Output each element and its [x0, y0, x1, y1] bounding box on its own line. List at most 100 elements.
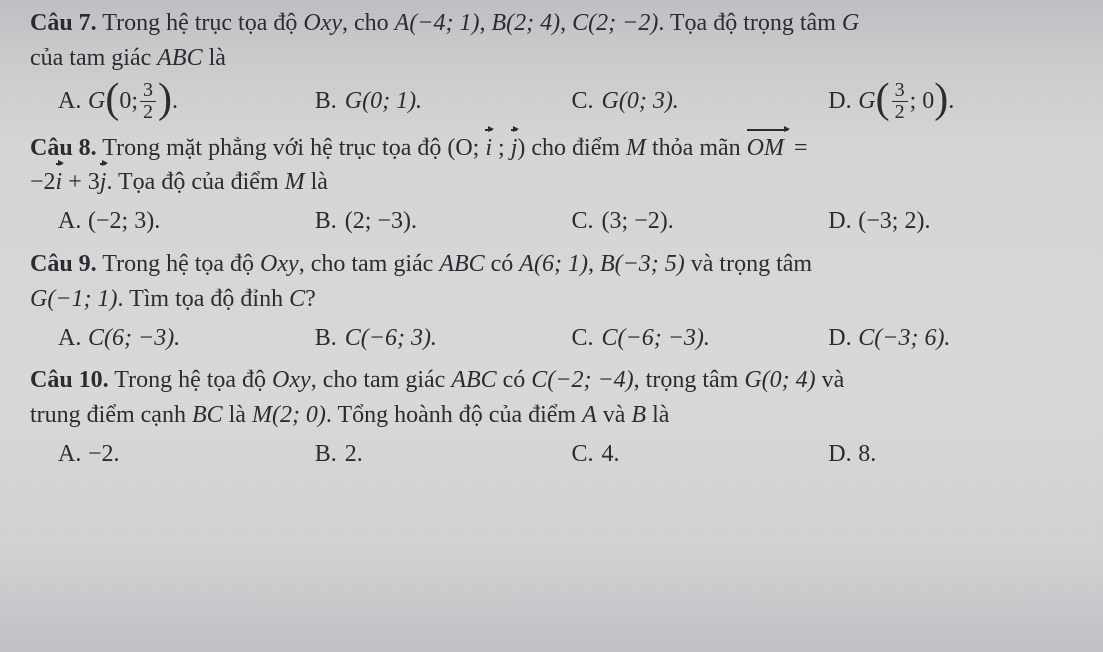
q7-d-G: G — [858, 84, 875, 119]
q9-a-label: A. — [58, 321, 88, 356]
q7-a-label: A. — [58, 84, 88, 119]
q10-c-text: 4. — [602, 437, 620, 472]
q7-a-inner: 0; — [119, 84, 138, 119]
q9-B: B(−3; 5) — [600, 251, 685, 277]
q7-c-text: G(0; 3). — [602, 84, 679, 119]
q8-opt-a[interactable]: A.(−2; 3). — [58, 204, 303, 239]
q8-c-label: C. — [572, 204, 602, 239]
q10-la2: là — [646, 402, 669, 428]
question-8-stem: Câu 8. Trong mặt phẳng với hệ trục tọa đ… — [30, 131, 1073, 201]
q10-Bv: B — [631, 402, 646, 428]
q7-t4: của tam giác — [30, 45, 157, 71]
q8-pre: Trong mặt phẳng với hệ trục tọa độ — [102, 135, 447, 161]
q9-A: A(6; 1) — [519, 251, 588, 277]
q7-opt-b[interactable]: B.G(0; 1). — [315, 84, 560, 119]
q7-opt-d[interactable]: D. G (32; 0). — [828, 80, 1073, 123]
q10-a-label: A. — [58, 437, 88, 472]
q8-b-label: B. — [315, 204, 345, 239]
q7-d-frac: 32 — [892, 80, 908, 123]
q7-d-paren: (32; 0) — [876, 80, 949, 123]
q10-va: và — [816, 367, 845, 393]
q10-m3: , trọng tâm — [634, 367, 745, 393]
q7-opt-a[interactable]: A. G (0; 32). — [58, 80, 303, 123]
q8-M: M — [626, 135, 646, 161]
q7-B: B(2; 4) — [492, 10, 561, 36]
q9-oxy: Oxy — [260, 251, 299, 277]
q7-ABC: ABC — [157, 45, 202, 71]
worksheet-page: Câu 7. Trong hệ trục tọa độ Oxy, cho A(−… — [0, 0, 1103, 652]
q10-opt-a[interactable]: A.−2. — [58, 437, 303, 472]
question-9-number: Câu 9. — [30, 251, 97, 277]
q9-G: G(−1; 1) — [30, 286, 118, 312]
q10-pre: Trong hệ tọa độ — [114, 367, 272, 393]
q7-b-label: B. — [315, 84, 345, 119]
q9-b-text: C(−6; 3). — [345, 321, 437, 356]
q8-tail: . Tọa độ của điểm — [106, 169, 284, 195]
q9-b-label: B. — [315, 321, 345, 356]
q10-va2: và — [597, 402, 632, 428]
q7-a-G: G — [88, 84, 105, 119]
question-10-options: A.−2. B.2. C.4. D.8. — [58, 437, 1073, 472]
q8-c-text: (3; −2). — [602, 204, 674, 239]
question-9: Câu 9. Trong hệ tọa độ Oxy, cho tam giác… — [30, 247, 1073, 355]
q10-tail: . Tổng hoành độ của điểm — [326, 402, 582, 428]
q8-j-vec: j — [511, 131, 518, 166]
q8-opt-b[interactable]: B.(2; −3). — [315, 204, 560, 239]
q8-thoa: thỏa mãn — [646, 135, 747, 161]
q10-opt-b[interactable]: B.2. — [315, 437, 560, 472]
q10-opt-d[interactable]: D.8. — [828, 437, 1073, 472]
q9-C: C — [289, 286, 305, 312]
q8-opt-d[interactable]: D.(−3; 2). — [828, 204, 1073, 239]
q7-a-frac: 32 — [140, 80, 156, 123]
q8-expr-a: −2 — [30, 169, 56, 195]
q7-opt-c[interactable]: C.G(0; 3). — [572, 84, 817, 119]
q8-a-text: (−2; 3). — [88, 204, 160, 239]
question-7-stem: Câu 7. Trong hệ trục tọa độ Oxy, cho A(−… — [30, 6, 1073, 76]
q8-opt-c[interactable]: C.(3; −2). — [572, 204, 817, 239]
question-10-number: Câu 10. — [30, 367, 109, 393]
q7-c-label: C. — [572, 84, 602, 119]
q9-opt-a[interactable]: A.C(6; −3). — [58, 321, 303, 356]
q10-opt-c[interactable]: C.4. — [572, 437, 817, 472]
q8-d-label: D. — [828, 204, 858, 239]
q8-close: ) — [517, 135, 531, 161]
question-7-number: Câu 7. — [30, 10, 97, 36]
q10-Av: A — [582, 402, 597, 428]
q8-plus: + 3 — [62, 169, 100, 195]
question-8: Câu 8. Trong mặt phẳng với hệ trục tọa đ… — [30, 131, 1073, 239]
q7-a-den: 2 — [140, 101, 156, 123]
q9-opt-c[interactable]: C.C(−6; −3). — [572, 321, 817, 356]
q8-iv: i — [56, 165, 63, 200]
question-10-stem: Câu 10. Trong hệ tọa độ Oxy, cho tam giá… — [30, 363, 1073, 433]
question-9-options: A.C(6; −3). B.C(−6; 3). C.C(−6; −3). D.C… — [58, 321, 1073, 356]
q9-m1: , cho tam giác — [299, 251, 440, 277]
q9-d-label: D. — [828, 321, 858, 356]
q7-b-text: G(0; 1). — [345, 84, 422, 119]
q10-l2a: trung điểm cạnh — [30, 402, 192, 428]
q9-d-text: C(−3; 6). — [858, 321, 950, 356]
q10-b-text: 2. — [345, 437, 363, 472]
q9-opt-d[interactable]: D.C(−3; 6). — [828, 321, 1073, 356]
q7-t3: . Tọa độ trọng tâm — [658, 10, 842, 36]
q8-open: (O; — [447, 135, 485, 161]
q7-G: G — [842, 10, 859, 36]
q10-m2: có — [497, 367, 532, 393]
q7-d-inner: ; 0 — [910, 84, 935, 119]
q7-d-den: 2 — [892, 101, 908, 123]
q9-va: và trọng tâm — [685, 251, 812, 277]
q8-i-vec: i — [485, 131, 492, 166]
q9-pre: Trong hệ tọa độ — [102, 251, 260, 277]
q9-a-text: C(6; −3). — [88, 321, 180, 356]
q7-C: C(2; −2) — [572, 10, 658, 36]
q10-C: C(−2; −4) — [531, 367, 633, 393]
q9-opt-b[interactable]: B.C(−6; 3). — [315, 321, 560, 356]
q9-q: ? — [305, 286, 316, 312]
q8-eq: = — [788, 135, 808, 161]
q7-oxy: Oxy — [303, 10, 342, 36]
q8-semi: ; — [492, 135, 511, 161]
q10-a-text: −2. — [88, 437, 120, 472]
q10-ABC: ABC — [451, 367, 496, 393]
q10-oxy: Oxy — [272, 367, 311, 393]
q10-M: M(2; 0) — [252, 402, 326, 428]
q8-M2: M — [285, 169, 305, 195]
